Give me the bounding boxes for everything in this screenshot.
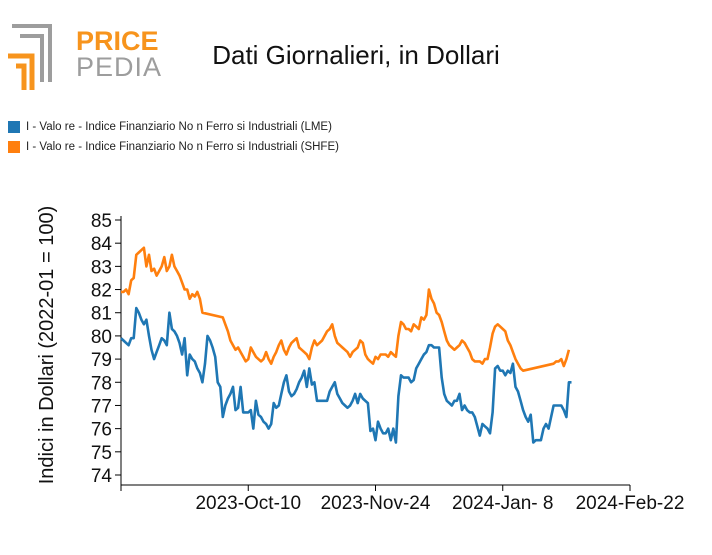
series-line-shfe[interactable] <box>121 246 571 372</box>
legend-label-lme: I - Valo re - Indice Finanziario No n Fe… <box>26 121 332 133</box>
series-layer <box>120 246 572 444</box>
x-tick-label: 2023-Oct-10 <box>195 493 301 514</box>
legend-item-shfe[interactable]: I - Valo re - Indice Finanziario No n Fe… <box>8 139 339 155</box>
y-tick-label: 75 <box>91 443 112 464</box>
x-tick-label: 2024-Jan- 8 <box>452 493 553 514</box>
legend-swatch-lme <box>8 121 20 133</box>
y-axis-label: Indici in Dollari (2022-01 = 100) <box>36 206 58 485</box>
y-tick-label: 76 <box>91 420 112 441</box>
logo-word-pedia: PEDIA <box>76 52 162 82</box>
y-tick-label: 77 <box>91 396 112 417</box>
y-tick-label: 85 <box>91 211 112 232</box>
y-tick-label: 84 <box>91 234 113 255</box>
logo-word-price: PRICE <box>76 26 159 56</box>
y-tick-label: 78 <box>91 373 112 394</box>
y-tick-label: 83 <box>91 257 112 278</box>
pricepedia-logo: PRICE PEDIA <box>8 24 162 90</box>
y-tick-label: 74 <box>91 466 113 487</box>
x-tick-label: 2023-Nov-24 <box>321 493 431 514</box>
series-line-lme[interactable] <box>120 306 572 444</box>
legend-label-shfe: I - Valo re - Indice Finanziario No n Fe… <box>26 141 339 153</box>
y-tick-label: 79 <box>91 350 112 371</box>
y-tick-label: 81 <box>91 304 112 325</box>
y-tick-label: 82 <box>91 281 112 302</box>
x-axis: 2023-Oct-10 2023-Nov-24 2024-Jan- 8 2024-Fe… <box>120 484 685 514</box>
legend-swatch-shfe <box>8 141 20 153</box>
y-tick-label: 80 <box>91 327 112 348</box>
x-tick-label: 2024-Feb-22 <box>576 493 685 514</box>
chart-title: Dati Giornalieri, in Dollari <box>212 40 500 70</box>
legend-item-lme[interactable]: I - Valo re - Indice Finanziario No n Fe… <box>8 119 332 135</box>
logo-mark-icon <box>8 24 52 90</box>
